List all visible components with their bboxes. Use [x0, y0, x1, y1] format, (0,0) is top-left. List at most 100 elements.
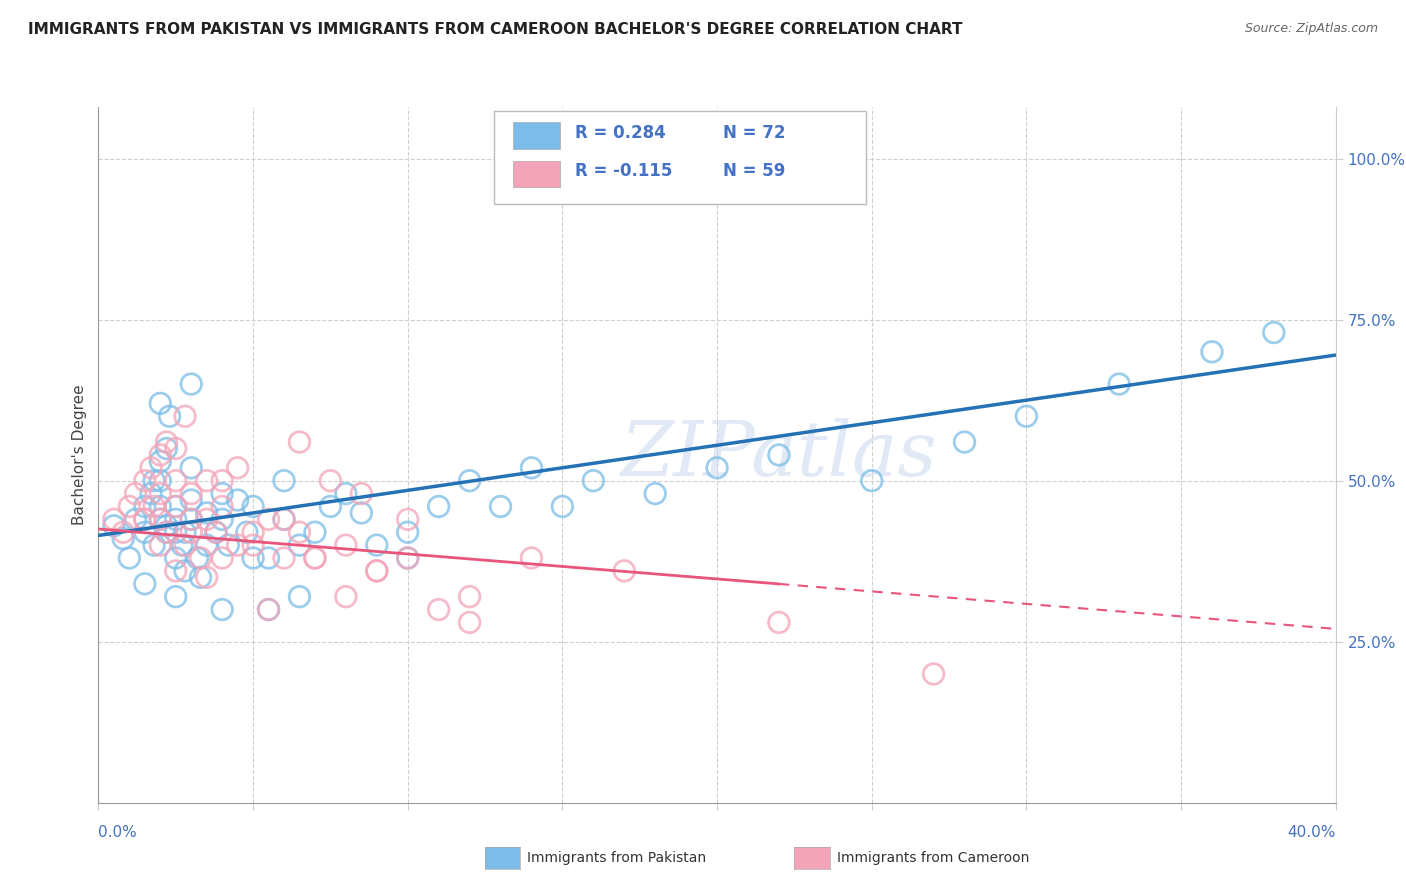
Text: N = 59: N = 59 [723, 162, 786, 180]
Point [335, 538, 357, 552]
Point [458, 590, 481, 604]
Point [319, 474, 342, 488]
Point [155, 525, 177, 540]
Point [335, 486, 357, 500]
Point [165, 525, 187, 540]
Point [165, 500, 187, 514]
Point [195, 570, 218, 584]
Point [174, 525, 197, 540]
Point [165, 474, 187, 488]
Point [118, 500, 141, 514]
Point [139, 486, 162, 500]
Point [350, 506, 373, 520]
Point [288, 435, 311, 450]
Point [366, 564, 388, 578]
Point [165, 442, 187, 456]
Point [180, 512, 202, 526]
Point [180, 486, 202, 500]
Point [458, 474, 481, 488]
Text: ZIPatlas: ZIPatlas [620, 418, 938, 491]
Point [170, 538, 193, 552]
Point [134, 525, 156, 540]
Point [195, 506, 218, 520]
Point [190, 551, 212, 566]
Point [366, 564, 388, 578]
Point [155, 525, 177, 540]
Point [155, 518, 177, 533]
Point [165, 500, 187, 514]
Point [139, 460, 162, 475]
Point [149, 538, 172, 552]
Point [134, 474, 156, 488]
Point [195, 474, 218, 488]
Point [644, 486, 666, 500]
Point [257, 512, 280, 526]
Point [174, 564, 197, 578]
Point [226, 460, 249, 475]
Point [257, 602, 280, 616]
Point [149, 512, 172, 526]
Point [236, 525, 259, 540]
Point [143, 538, 166, 552]
Point [288, 525, 311, 540]
Point [174, 409, 197, 424]
Point [211, 500, 233, 514]
Point [180, 460, 202, 475]
Point [159, 409, 181, 424]
Point [149, 512, 172, 526]
Point [180, 525, 202, 540]
Text: Immigrants from Cameroon: Immigrants from Cameroon [837, 851, 1029, 865]
Point [366, 538, 388, 552]
Point [520, 460, 543, 475]
Point [304, 525, 326, 540]
Point [706, 460, 728, 475]
Point [242, 538, 264, 552]
Point [922, 667, 945, 681]
Point [112, 525, 135, 540]
Point [273, 512, 295, 526]
Point [273, 551, 295, 566]
Point [190, 570, 212, 584]
Point [242, 525, 264, 540]
Point [205, 525, 228, 540]
Y-axis label: Bachelor's Degree: Bachelor's Degree [72, 384, 87, 525]
Point [149, 486, 172, 500]
Point [242, 551, 264, 566]
Point [186, 551, 208, 566]
Point [350, 486, 373, 500]
Point [124, 486, 146, 500]
Point [458, 615, 481, 630]
Point [211, 551, 233, 566]
Point [768, 448, 790, 462]
Point [242, 500, 264, 514]
Point [1263, 326, 1285, 340]
Text: R = 0.284: R = 0.284 [575, 124, 665, 142]
Point [396, 551, 419, 566]
Point [180, 493, 202, 508]
Text: 40.0%: 40.0% [1288, 825, 1336, 840]
Point [520, 551, 543, 566]
Point [180, 512, 202, 526]
Point [134, 500, 156, 514]
Point [211, 486, 233, 500]
Point [768, 615, 790, 630]
Point [396, 512, 419, 526]
Bar [513, 161, 560, 187]
Point [304, 551, 326, 566]
FancyBboxPatch shape [495, 111, 866, 204]
Point [195, 512, 218, 526]
Point [103, 518, 125, 533]
Point [134, 576, 156, 591]
Point [427, 602, 450, 616]
Text: IMMIGRANTS FROM PAKISTAN VS IMMIGRANTS FROM CAMEROON BACHELOR'S DEGREE CORRELATI: IMMIGRANTS FROM PAKISTAN VS IMMIGRANTS F… [28, 22, 963, 37]
Point [226, 538, 249, 552]
Point [396, 525, 419, 540]
Text: Immigrants from Pakistan: Immigrants from Pakistan [527, 851, 706, 865]
Point [257, 602, 280, 616]
Point [396, 551, 419, 566]
Point [134, 512, 156, 526]
Point [180, 377, 202, 392]
Point [288, 538, 311, 552]
Point [1108, 377, 1130, 392]
Point [143, 500, 166, 514]
